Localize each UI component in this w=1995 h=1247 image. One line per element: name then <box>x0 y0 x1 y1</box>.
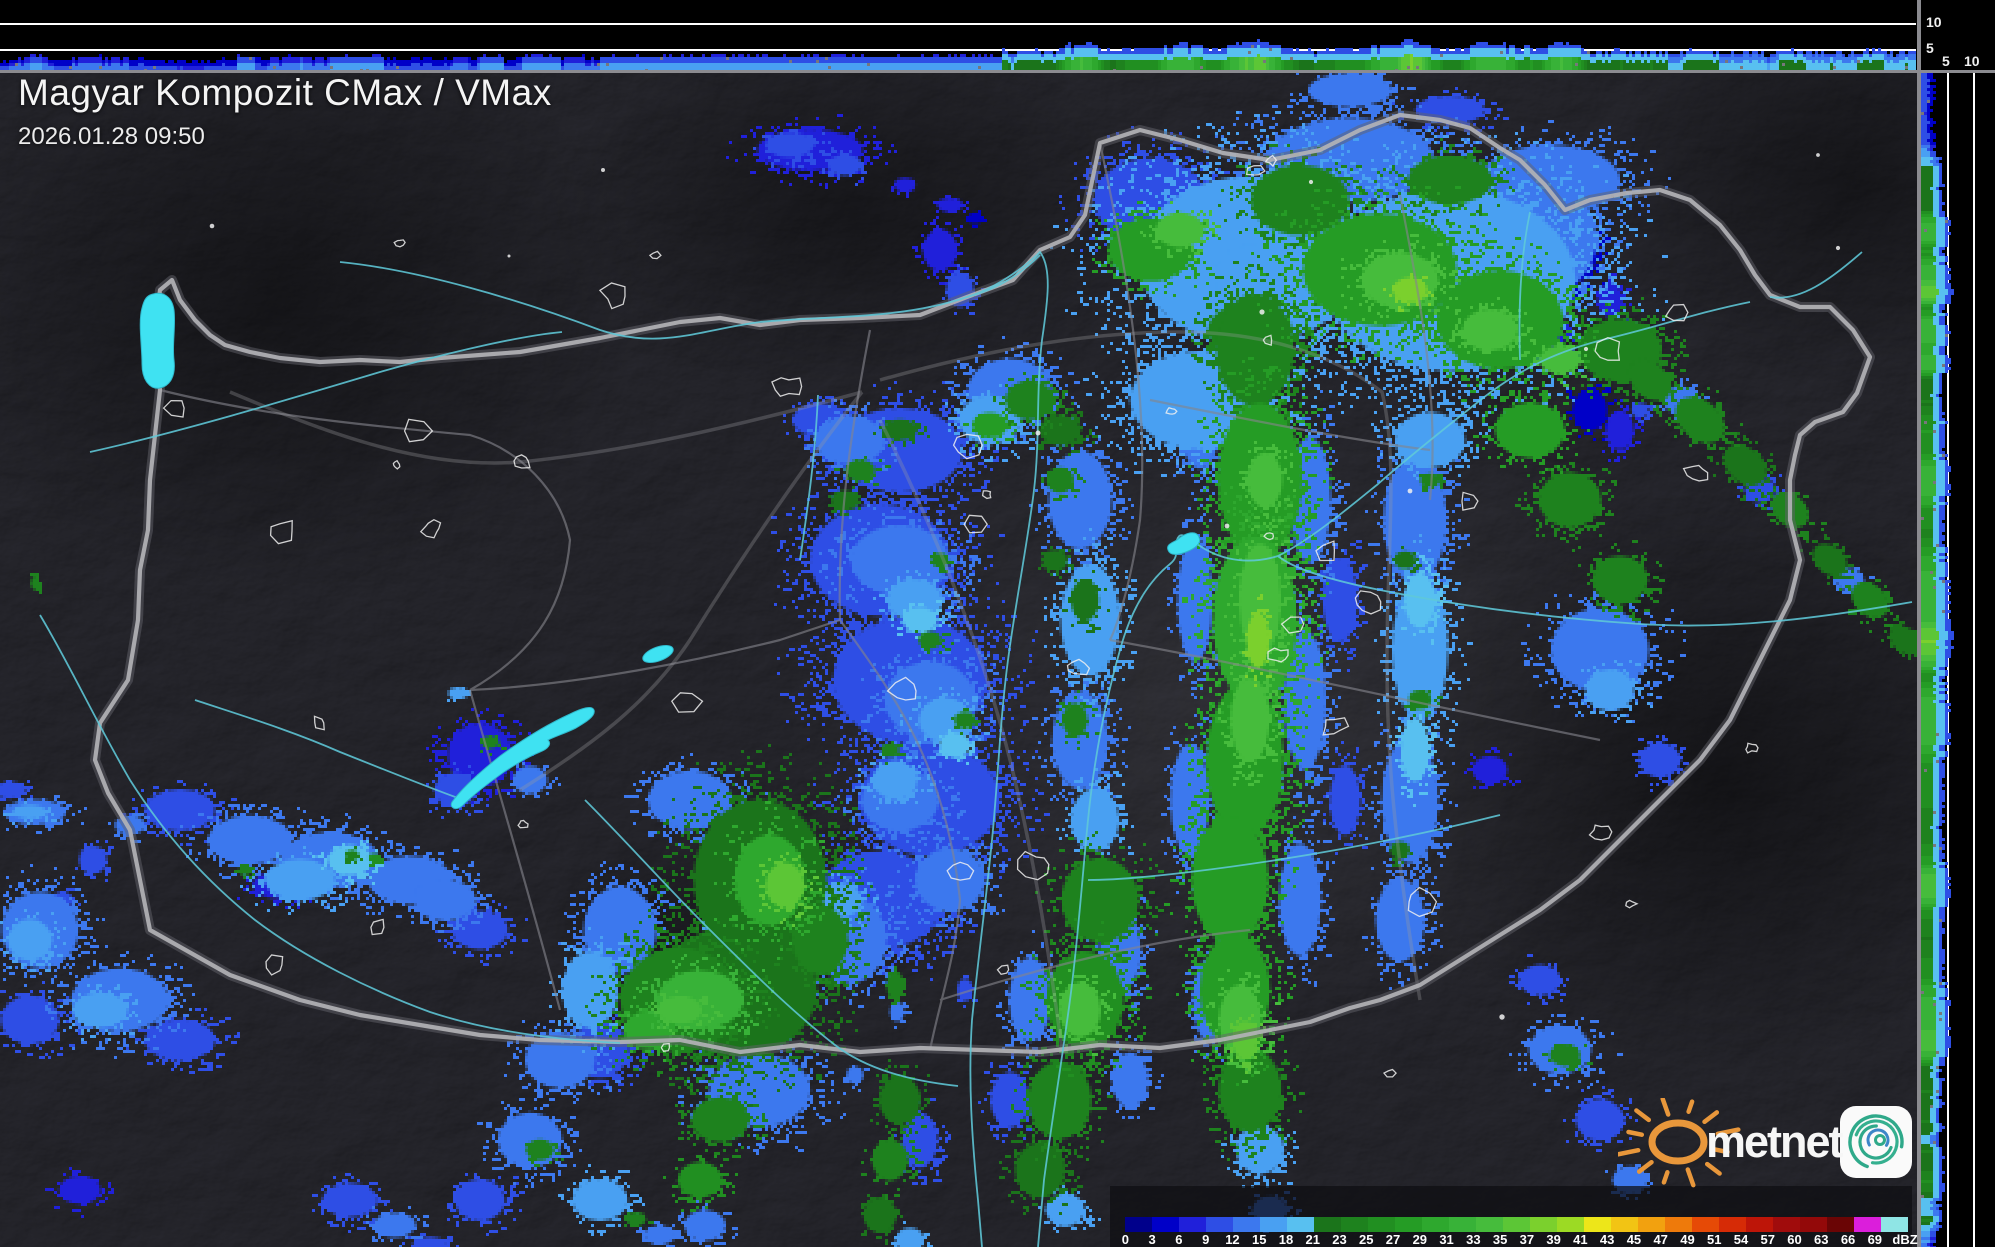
colorbar-label: 66 <box>1840 1232 1856 1247</box>
colorbar-segment-41 <box>1584 1217 1611 1232</box>
colorbar-segment-57 <box>1773 1217 1800 1232</box>
colorbar-segment-29 <box>1422 1217 1449 1232</box>
colorbar-segment-12 <box>1233 1217 1260 1232</box>
colorbar-segment-49 <box>1692 1217 1719 1232</box>
colorbar-label: 31 <box>1439 1232 1454 1247</box>
colorbar-segment-54 <box>1746 1217 1773 1232</box>
colorbar-segment-66 <box>1854 1217 1881 1232</box>
colorbar-segment-43 <box>1611 1217 1638 1232</box>
colorbar-segment-6 <box>1179 1217 1206 1232</box>
colorbar-label: 47 <box>1653 1232 1668 1247</box>
colorbar-labels: 0 3 6 9 12 15 18 21 23 25 27 29 31 33 35 37 39 41 43 45 47 49… <box>1112 1232 1922 1247</box>
colorbar-label: 63 <box>1814 1232 1829 1247</box>
page-title: Magyar Kompozit CMax / VMax <box>18 72 552 113</box>
colorbar-label: 18 <box>1278 1232 1294 1247</box>
timestamp: 2026.01.28 09:50 <box>18 123 205 150</box>
colorbar-segment-63 <box>1827 1217 1854 1232</box>
county-borders <box>159 142 1601 1051</box>
colorbar-segment-37 <box>1530 1217 1557 1232</box>
rivers <box>39 211 1913 1247</box>
sun-icon <box>1615 1096 1912 1188</box>
colorbar-label: 54 <box>1733 1232 1749 1247</box>
colorbar-segment-23 <box>1341 1217 1368 1232</box>
colorbar-segment-35 <box>1503 1217 1530 1232</box>
metnet-logo[interactable]: metnet <box>1615 1096 1918 1188</box>
colorbar-label: 23 <box>1332 1232 1347 1247</box>
colorbar-label: 29 <box>1412 1232 1428 1247</box>
colorbar-label: 15 <box>1251 1232 1267 1247</box>
colorbar-segment-60 <box>1800 1217 1827 1232</box>
colorbar-segment-47 <box>1665 1217 1692 1232</box>
colorbar-label: 45 <box>1626 1232 1642 1247</box>
right-axis-tick-5: 5 <box>1942 53 1950 69</box>
top-axis-tick-5: 5 <box>1926 40 1934 56</box>
colorbar-label: 57 <box>1760 1232 1775 1247</box>
strip-separator-vertical <box>1917 0 1921 1247</box>
lakes <box>139 292 1201 810</box>
colorbar-segment-33 <box>1476 1217 1503 1232</box>
colorbar-label: 39 <box>1546 1232 1561 1247</box>
colorbar-segment-9 <box>1206 1217 1233 1232</box>
right-axis-tick-10: 10 <box>1964 53 1980 69</box>
colorbar-label: 43 <box>1599 1232 1615 1247</box>
colorbar-label: 49 <box>1680 1232 1695 1247</box>
colorbar-label: 33 <box>1466 1232 1481 1247</box>
colorbar-label: 0 <box>1121 1232 1129 1247</box>
profile-axis-corner <box>1916 0 1995 73</box>
settlement-outlines <box>162 153 1841 1078</box>
country-border-glow <box>90 110 1875 1057</box>
colorbar-segment-18 <box>1287 1217 1314 1232</box>
colorbar-segment-15 <box>1260 1217 1287 1232</box>
top-axis-tick-10: 10 <box>1926 14 1942 30</box>
colorbar-label: 51 <box>1706 1232 1722 1247</box>
colorbar-label: 69 <box>1867 1232 1883 1247</box>
colorbar-panel: 0 3 6 9 12 15 18 21 23 25 27 29 31 33 35 37 39 41 43 45 47 49… <box>1110 1186 1918 1247</box>
colorbar-segment-0 <box>1125 1217 1152 1232</box>
colorbar-label: 37 <box>1519 1232 1535 1247</box>
colorbar-scale <box>1125 1217 1908 1232</box>
top-profile-strip <box>0 0 1917 73</box>
strip-separator-horizontal <box>0 70 1995 73</box>
colorbar-label: 9 <box>1202 1232 1210 1247</box>
lake-velence <box>642 644 674 664</box>
logo-wordmark: metnet <box>1706 1116 1844 1167</box>
colorbar-segment-39 <box>1557 1217 1584 1232</box>
colorbar-label: 3 <box>1148 1232 1156 1247</box>
colorbar-segment-27 <box>1395 1217 1422 1232</box>
lake-balaton <box>450 706 595 810</box>
colorbar-label: 6 <box>1175 1232 1183 1247</box>
colorbar-segment-31 <box>1449 1217 1476 1232</box>
country-border <box>95 115 1870 1052</box>
colorbar-label: 35 <box>1492 1232 1508 1247</box>
colorbar-label: 27 <box>1385 1232 1401 1247</box>
colorbar-label: 12 <box>1225 1232 1240 1247</box>
colorbar-segment-25 <box>1368 1217 1395 1232</box>
colorbar-segment-21 <box>1314 1217 1341 1232</box>
colorbar-segment-45 <box>1638 1217 1665 1232</box>
colorbar-segment-51 <box>1719 1217 1746 1232</box>
metnet-app-icon <box>1840 1106 1912 1178</box>
lake-ferto <box>139 292 176 389</box>
roads <box>229 330 1422 1051</box>
colorbar-unit: dBZ <box>1892 1232 1918 1247</box>
colorbar-segment-69 <box>1881 1217 1908 1232</box>
colorbar-label: 25 <box>1359 1232 1374 1247</box>
colorbar-label: 21 <box>1305 1232 1320 1247</box>
colorbar-label: 41 <box>1573 1232 1588 1247</box>
right-profile-strip <box>1921 73 1995 1247</box>
colorbar-segment-3 <box>1152 1217 1179 1232</box>
colorbar-label: 60 <box>1787 1232 1802 1247</box>
title-block: Magyar Kompozit CMax / VMax 2026.01.28 0… <box>18 72 552 151</box>
lake-tisza <box>1167 532 1201 555</box>
